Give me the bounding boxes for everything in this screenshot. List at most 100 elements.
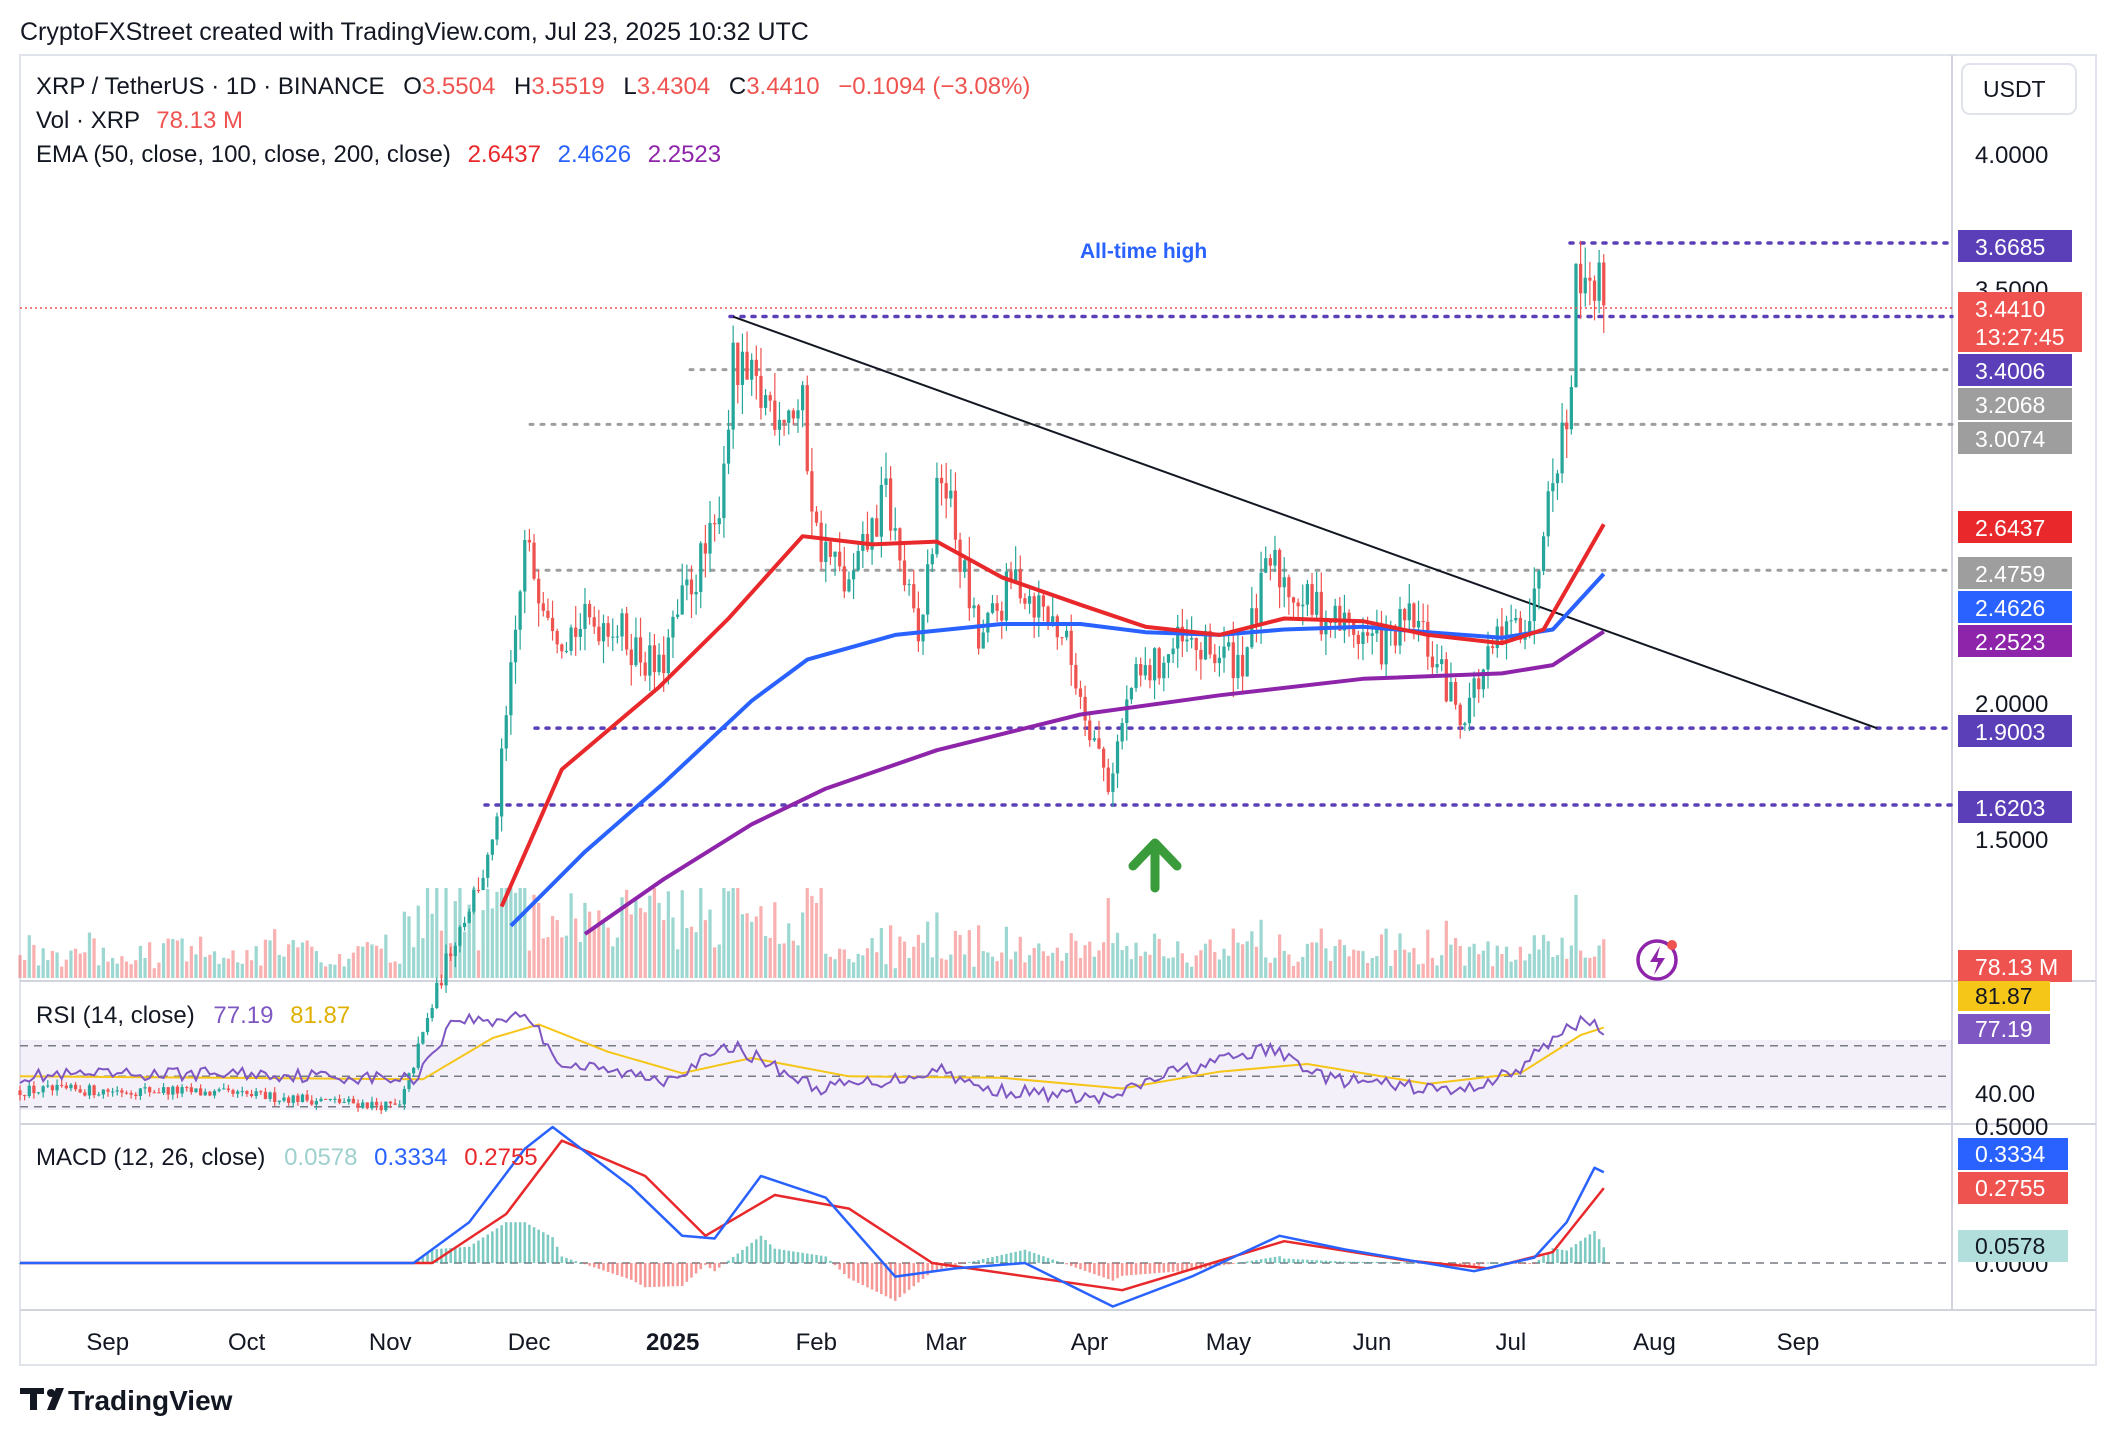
- candle: [1458, 702, 1462, 739]
- candle: [342, 1098, 346, 1104]
- candle: [550, 600, 555, 641]
- candle-body: [990, 603, 995, 613]
- volume-bar: [1416, 964, 1421, 978]
- candle: [453, 942, 457, 968]
- volume-bar: [1472, 943, 1476, 978]
- price-label-bg: [1958, 791, 2072, 823]
- volume-bar: [944, 959, 948, 978]
- candle: [1245, 646, 1249, 677]
- volume-bar: [888, 925, 893, 978]
- volume-bar: [268, 940, 272, 978]
- candle: [648, 632, 652, 692]
- candle: [675, 599, 680, 620]
- candle-body: [78, 1089, 82, 1093]
- macd-hist-bar: [1120, 1263, 1124, 1276]
- macd-hist-bar: [755, 1239, 758, 1263]
- candle: [198, 1084, 203, 1096]
- candle: [226, 1084, 231, 1093]
- volume-bar: [1268, 962, 1272, 978]
- up-arrow-icon: [1128, 838, 1182, 893]
- candle-body: [1403, 609, 1407, 621]
- candle: [245, 1090, 249, 1097]
- volume-bar: [1152, 933, 1157, 978]
- candle: [754, 345, 758, 400]
- time-axis[interactable]: Sep Oct Nov Dec 2025 Feb Mar Apr May Jun Jul Aug Sep: [86, 1329, 1819, 1356]
- volume-bar: [666, 891, 670, 978]
- volume-bar: [1023, 962, 1027, 978]
- macd-hist-bar: [1222, 1263, 1226, 1266]
- candle-body: [1426, 621, 1430, 657]
- volume-bar: [1315, 942, 1319, 978]
- candle-body: [1083, 696, 1087, 721]
- candle: [805, 375, 809, 475]
- price-label-bg: [1958, 591, 2072, 623]
- candle: [578, 613, 582, 651]
- macd-hist-bar: [1111, 1263, 1115, 1281]
- candle-body: [504, 715, 508, 749]
- candle-body: [319, 1098, 323, 1102]
- volume-bar: [606, 927, 610, 978]
- volume-bar: [1069, 933, 1073, 978]
- candle: [1083, 685, 1087, 737]
- macd-hist-bar: [1037, 1254, 1041, 1263]
- candle-body: [555, 631, 559, 645]
- candle: [1004, 563, 1009, 631]
- candle-body: [73, 1084, 78, 1090]
- volume-bar: [898, 936, 902, 978]
- candle-body: [356, 1103, 360, 1108]
- candle: [138, 1088, 143, 1100]
- candle: [1426, 604, 1430, 670]
- volume-bar: [736, 888, 740, 978]
- volume-bar: [731, 888, 735, 978]
- volume-bar: [1277, 934, 1282, 978]
- candle-body: [750, 359, 754, 380]
- candle: [185, 1085, 189, 1092]
- price-label-text: 3.4006: [1975, 358, 2045, 384]
- price-label-text: 3.0074: [1975, 426, 2046, 452]
- volume-bar: [1583, 957, 1587, 978]
- candle: [606, 616, 610, 647]
- candle: [902, 541, 907, 592]
- candle: [324, 1098, 328, 1100]
- macd-hist-bar: [801, 1252, 804, 1263]
- volume-bar: [708, 909, 712, 978]
- candle-body: [361, 1102, 365, 1108]
- candle: [444, 944, 448, 993]
- volume-bar: [597, 910, 601, 978]
- macd-hist-bar: [1472, 1263, 1476, 1268]
- price-axis[interactable]: USDT 4.0000 3.5000 2.0000 1.5000: [1961, 63, 2077, 854]
- macd-hist-label-bg: [1958, 1230, 2068, 1262]
- volume-bar: [152, 968, 156, 978]
- candle: [1356, 630, 1360, 660]
- candle: [611, 618, 615, 652]
- candle: [773, 372, 777, 436]
- volume-bar: [634, 897, 638, 978]
- macd-hist-bar: [1167, 1263, 1170, 1273]
- currency-button[interactable]: [1961, 63, 2077, 115]
- macd-hist-bar: [856, 1263, 860, 1283]
- candle-body: [1467, 697, 1472, 724]
- volume-bar: [115, 963, 119, 978]
- horizontal-levels: [483, 241, 1954, 807]
- candle: [282, 1092, 286, 1103]
- candle-body: [1291, 597, 1296, 603]
- price-label-text: 2.4759: [1975, 561, 2045, 587]
- candle: [814, 506, 819, 527]
- candle-body: [64, 1085, 68, 1089]
- candle: [1491, 636, 1495, 655]
- volume-bar: [703, 920, 707, 978]
- volume-bar: [203, 956, 207, 978]
- candle: [634, 617, 638, 667]
- candle-body: [1000, 610, 1004, 621]
- volume-bar: [1282, 950, 1286, 978]
- volume-bar: [620, 897, 624, 978]
- volume-bar: [351, 952, 356, 978]
- flash-icon[interactable]: [1636, 939, 1678, 981]
- candle-body: [92, 1085, 96, 1096]
- volume-bar: [1014, 951, 1018, 978]
- candle: [1115, 734, 1120, 789]
- legend-ema: EMA (50, close, 100, close, 200, close) …: [36, 141, 721, 168]
- macd-hist-bar: [1083, 1263, 1087, 1271]
- volume-bar: [689, 926, 694, 978]
- candle: [18, 1085, 22, 1101]
